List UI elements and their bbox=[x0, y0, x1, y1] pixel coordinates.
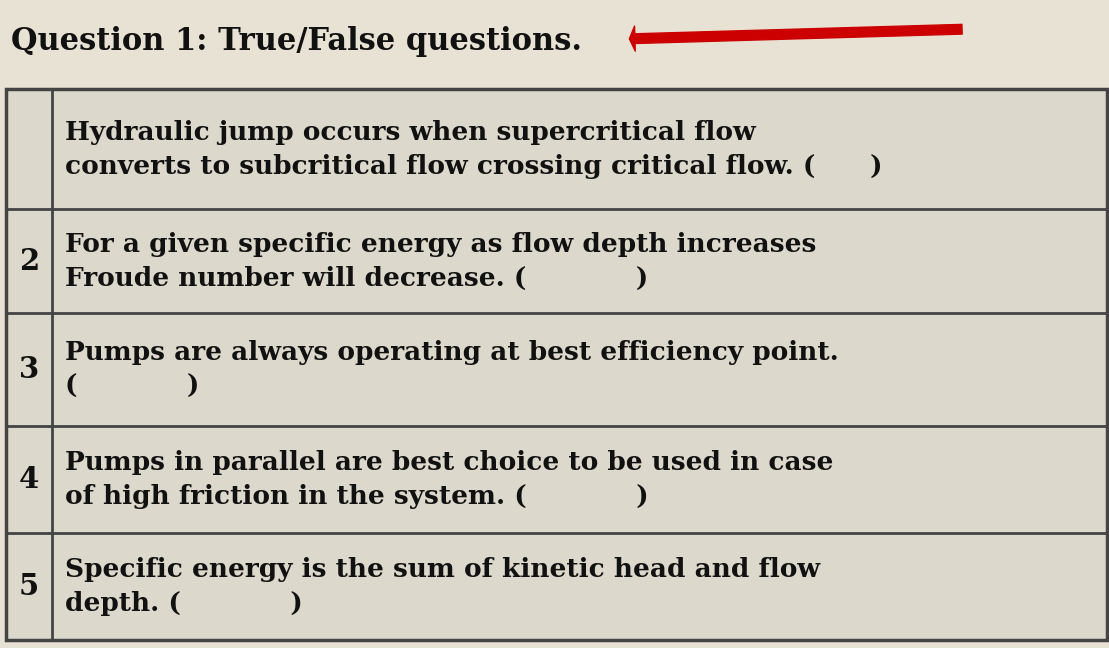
Text: Pumps are always operating at best efficiency point.: Pumps are always operating at best effic… bbox=[65, 340, 840, 365]
Bar bbox=[6, 89, 1107, 640]
Text: Pumps in parallel are best choice to be used in case: Pumps in parallel are best choice to be … bbox=[65, 450, 834, 476]
Text: 5: 5 bbox=[19, 572, 39, 601]
Text: Froude number will decrease. (            ): Froude number will decrease. ( ) bbox=[65, 266, 649, 290]
Text: of high friction in the system. (            ): of high friction in the system. ( ) bbox=[65, 484, 649, 509]
Text: Specific energy is the sum of kinetic head and flow: Specific energy is the sum of kinetic he… bbox=[65, 557, 821, 583]
Text: 3: 3 bbox=[19, 355, 39, 384]
Text: For a given specific energy as flow depth increases: For a given specific energy as flow dept… bbox=[65, 232, 817, 257]
Text: 2: 2 bbox=[19, 247, 39, 275]
Text: 4: 4 bbox=[19, 465, 39, 494]
Text: Hydraulic jump occurs when supercritical flow: Hydraulic jump occurs when supercritical… bbox=[65, 120, 756, 145]
Text: converts to subcritical flow crossing critical flow. (      ): converts to subcritical flow crossing cr… bbox=[65, 154, 883, 179]
Text: (            ): ( ) bbox=[65, 374, 200, 399]
Bar bbox=[0, 0, 1109, 87]
Text: depth. (            ): depth. ( ) bbox=[65, 591, 303, 616]
Text: Question 1: True/False questions.: Question 1: True/False questions. bbox=[11, 26, 582, 57]
